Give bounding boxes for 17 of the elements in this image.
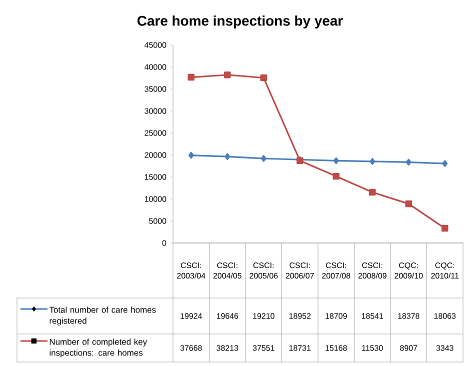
point <box>441 224 448 232</box>
point <box>405 200 412 208</box>
point <box>368 188 376 196</box>
point <box>224 153 230 160</box>
legend-label: Number of completed key inspections: care homes <box>50 338 148 358</box>
point <box>188 152 194 159</box>
point <box>224 71 231 78</box>
point <box>442 160 448 167</box>
point <box>370 158 376 165</box>
point <box>188 74 195 81</box>
point <box>260 155 266 162</box>
point <box>406 158 412 166</box>
legend-label: Total number of care homes registered <box>49 306 156 326</box>
chart-title: Care home inspections by year <box>137 16 343 28</box>
point <box>260 74 268 82</box>
point <box>332 172 340 180</box>
point <box>333 157 339 164</box>
